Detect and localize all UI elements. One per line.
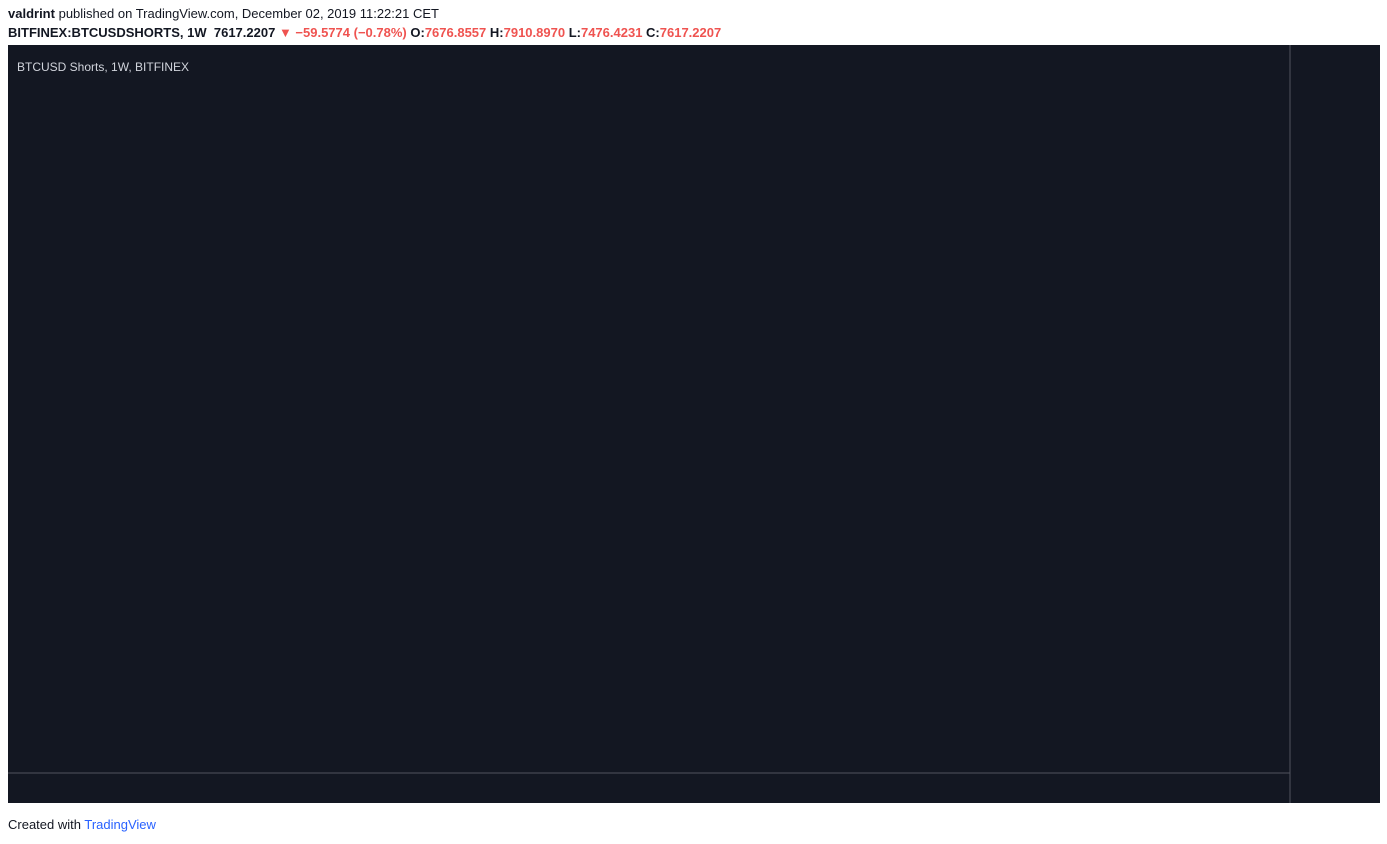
publish-line: valdrint published on TradingView.com, D…: [8, 6, 439, 21]
brand[interactable]: TradingView: [84, 817, 156, 832]
x-axis-bg: [8, 773, 1290, 803]
footer: Created with TradingView: [8, 817, 156, 832]
ohlc-value: 7617.2207: [659, 25, 722, 40]
ohlc-value: 7676.8557: [424, 25, 487, 40]
legend-title: BTCUSD Shorts, 1W, BITFINEX: [17, 60, 189, 74]
published: published on TradingView.com, December 0…: [58, 6, 439, 21]
symbol-line: BITFINEX:BTCUSDSHORTS, 1W 7617.2207 ▼ −5…: [8, 25, 725, 40]
ohlc-value: 7910.8970: [503, 25, 566, 40]
ohlc: O:7676.8557 H:7910.8970 L:7476.4231 C:76…: [410, 25, 724, 40]
chart: BTCUSD Shorts, 1W, BITFINEX: [8, 45, 1380, 803]
change: ▼ −59.5774 (−0.78%): [278, 25, 407, 40]
author[interactable]: valdrint: [8, 6, 55, 21]
ohlc-label: L:: [568, 25, 581, 40]
ohlc-value: 7476.4231: [580, 25, 643, 40]
y-axis-bg: [1290, 45, 1380, 803]
plot-bg: [8, 45, 1290, 773]
symbol: BITFINEX:BTCUSDSHORTS, 1W: [8, 25, 207, 40]
created-with: Created with: [8, 817, 81, 832]
ohlc-label: H:: [489, 25, 504, 40]
ohlc-label: O:: [410, 25, 425, 40]
last: 7617.2207: [213, 25, 276, 40]
ohlc-label: C:: [646, 25, 660, 40]
